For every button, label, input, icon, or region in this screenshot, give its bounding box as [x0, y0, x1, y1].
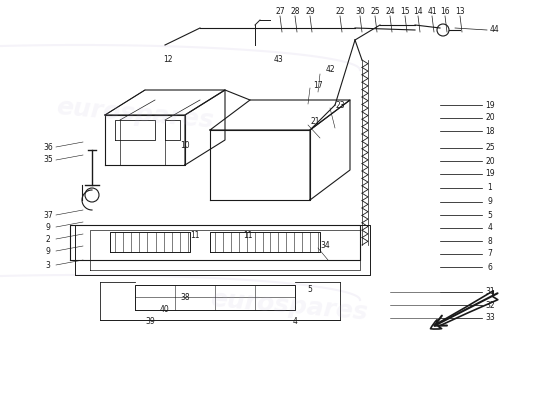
Text: 29: 29 — [305, 8, 315, 16]
Text: 25: 25 — [485, 144, 495, 152]
Text: 40: 40 — [160, 306, 170, 314]
Text: 20: 20 — [485, 114, 495, 122]
Text: 4: 4 — [487, 224, 492, 232]
Text: 4: 4 — [293, 318, 298, 326]
Text: 28: 28 — [290, 8, 300, 16]
Text: 41: 41 — [427, 8, 437, 16]
Text: 23: 23 — [335, 100, 345, 110]
Text: 17: 17 — [313, 80, 323, 90]
Text: 31: 31 — [485, 288, 495, 296]
Text: 33: 33 — [485, 314, 495, 322]
Text: 32: 32 — [485, 300, 495, 310]
Text: 6: 6 — [487, 262, 492, 272]
Text: 15: 15 — [400, 8, 410, 16]
Text: 8: 8 — [488, 236, 492, 246]
Text: 39: 39 — [145, 318, 155, 326]
Text: 19: 19 — [485, 100, 495, 110]
Text: 5: 5 — [307, 286, 312, 294]
Text: 9: 9 — [46, 246, 51, 256]
Text: 7: 7 — [487, 250, 492, 258]
Text: 34: 34 — [320, 240, 330, 250]
Text: 42: 42 — [325, 66, 335, 74]
Text: 36: 36 — [43, 142, 53, 152]
Text: eurospares: eurospares — [55, 95, 215, 133]
Text: eurospares: eurospares — [209, 287, 368, 325]
Text: 25: 25 — [370, 8, 380, 16]
Text: 30: 30 — [355, 8, 365, 16]
Text: 11: 11 — [190, 230, 200, 240]
Text: 5: 5 — [487, 210, 492, 220]
Text: 19: 19 — [485, 170, 495, 178]
Text: 9: 9 — [46, 222, 51, 232]
Text: 2: 2 — [46, 234, 51, 244]
Text: 43: 43 — [273, 56, 283, 64]
Text: 35: 35 — [43, 156, 53, 164]
Text: 13: 13 — [455, 8, 465, 16]
Text: 24: 24 — [385, 8, 395, 16]
Text: 14: 14 — [413, 8, 423, 16]
Text: 21: 21 — [310, 118, 320, 126]
Text: 37: 37 — [43, 210, 53, 220]
Text: 38: 38 — [180, 292, 190, 302]
Text: 18: 18 — [485, 126, 495, 136]
Text: 20: 20 — [485, 156, 495, 166]
Text: 22: 22 — [336, 8, 345, 16]
Text: 11: 11 — [243, 230, 253, 240]
Text: 9: 9 — [487, 198, 492, 206]
Text: 44: 44 — [490, 26, 500, 34]
Text: 10: 10 — [180, 140, 190, 150]
Text: 1: 1 — [488, 184, 492, 192]
Text: 16: 16 — [440, 8, 450, 16]
Text: 12: 12 — [163, 56, 173, 64]
Text: 3: 3 — [46, 260, 51, 270]
Text: 27: 27 — [275, 8, 285, 16]
